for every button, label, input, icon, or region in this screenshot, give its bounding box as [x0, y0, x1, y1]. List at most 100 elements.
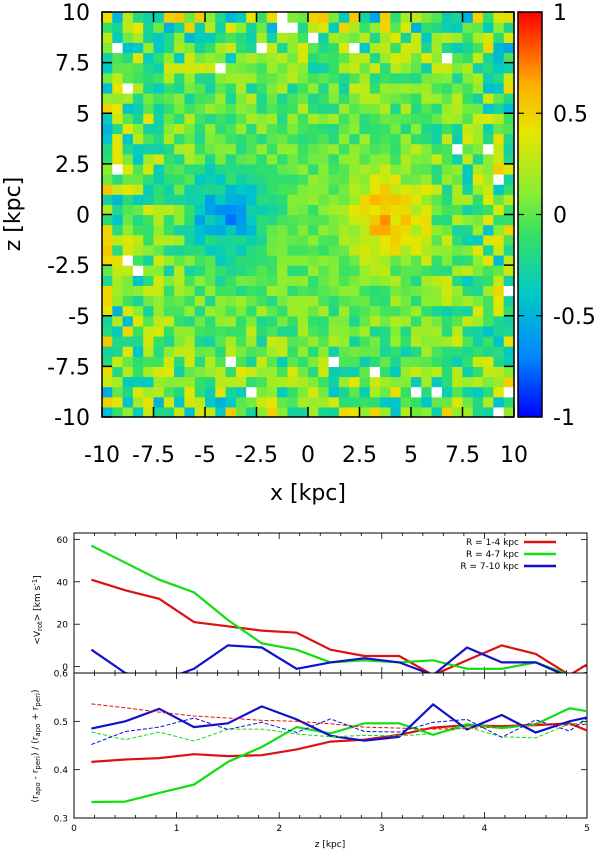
heatmap-cell — [194, 103, 206, 114]
heatmap-cell — [338, 133, 350, 145]
heatmap-cell — [318, 72, 330, 84]
heatmap-cell — [390, 82, 402, 94]
heatmap-cell — [205, 285, 216, 297]
heatmap-cell — [287, 12, 299, 23]
heatmap-cell — [462, 346, 474, 357]
heatmap-cell — [503, 143, 515, 155]
heatmap-cell — [411, 174, 422, 185]
heatmap-cell — [308, 366, 319, 378]
heatmap-cell — [441, 356, 453, 367]
heatmap-cell — [318, 346, 330, 357]
heatmap-cell — [328, 123, 340, 135]
heatmap-cell — [411, 396, 422, 408]
heatmap-cell — [235, 255, 247, 266]
heatmap-cell — [472, 396, 484, 408]
heatmap-cell — [287, 32, 299, 43]
heatmap-cell — [287, 265, 299, 276]
heatmap-cell — [349, 295, 361, 307]
heatmap-cell — [184, 143, 196, 155]
heatmap-cell — [235, 163, 247, 175]
heatmap-cell — [380, 376, 391, 388]
heatmap-cell — [143, 143, 155, 155]
heatmap-cell — [483, 305, 494, 317]
heatmap-cell — [153, 275, 165, 286]
heatmap-cell — [277, 224, 288, 236]
heatmap-cell — [472, 234, 484, 246]
heatmap-cell — [493, 244, 505, 256]
heatmap-cell — [112, 406, 124, 418]
heatmap-cell — [328, 366, 340, 378]
heatmap-cell — [421, 255, 433, 266]
heatmap-cell — [338, 52, 350, 64]
heatmap-cell — [163, 12, 175, 23]
heatmap-cell — [421, 12, 433, 23]
heatmap-cell — [174, 204, 185, 216]
heatmap-cell — [411, 204, 422, 216]
heatmap-cell — [102, 82, 113, 94]
heatmap-y-tick-label: 2.5 — [55, 153, 90, 178]
heatmap-cell — [215, 234, 227, 246]
heatmap-cell — [205, 184, 216, 195]
heatmap-cell — [503, 346, 515, 357]
heatmap-cell — [235, 396, 247, 408]
heatmap-cell — [277, 406, 288, 418]
heatmap-cell — [400, 356, 412, 367]
heatmap-cell — [411, 194, 422, 205]
heatmap-cell — [359, 143, 371, 155]
heatmap-cell — [411, 153, 422, 165]
heatmap-cell — [472, 52, 484, 64]
heatmap-cell — [369, 163, 381, 175]
heatmap-cell — [297, 305, 309, 317]
heatmap-cell — [349, 12, 361, 23]
heatmap-cell — [112, 143, 124, 155]
heatmap-cell — [390, 163, 402, 175]
ecc-x-tick-label: 5 — [584, 824, 590, 834]
heatmap-cell — [359, 386, 371, 398]
ecc-frame — [73, 672, 588, 819]
heatmap-x-tick-label: -10 — [84, 443, 120, 468]
heatmap-cell — [132, 103, 144, 114]
heatmap-cell — [174, 356, 185, 367]
heatmap-cell — [163, 123, 175, 135]
heatmap-cell — [349, 386, 361, 398]
heatmap-cell — [215, 22, 227, 33]
heatmap-cell — [287, 52, 299, 64]
heatmap-cell — [318, 62, 330, 74]
vrot-y-tick-label: 40 — [57, 578, 69, 588]
heatmap-cell — [503, 224, 515, 236]
heatmap-cell — [256, 244, 268, 256]
heatmap-cell — [411, 285, 422, 297]
heatmap-cell — [349, 163, 361, 175]
heatmap-x-tick-label: 10 — [500, 443, 528, 468]
heatmap-cell — [256, 163, 268, 175]
heatmap-cell — [112, 93, 124, 104]
heatmap-cell — [338, 346, 350, 357]
heatmap-cell — [205, 143, 216, 155]
heatmap-cell — [174, 113, 185, 124]
heatmap-cell — [112, 356, 124, 367]
heatmap-cell — [112, 62, 124, 74]
heatmap-cell — [472, 82, 484, 94]
colorbar-tick-label: 1 — [553, 1, 567, 26]
heatmap-cell — [266, 255, 278, 266]
heatmap-cell — [308, 123, 319, 135]
heatmap-cell — [235, 336, 247, 347]
heatmap-cell — [390, 194, 402, 205]
heatmap-cell — [266, 356, 278, 367]
heatmap-cell — [338, 285, 350, 297]
heatmap-cell — [112, 163, 124, 175]
heatmap-cell — [359, 163, 371, 175]
heatmap-cell — [163, 356, 175, 367]
heatmap-cell — [472, 325, 484, 337]
heatmap-cell — [431, 93, 443, 104]
heatmap-cell — [215, 366, 227, 378]
heatmap-cell — [483, 12, 494, 23]
heatmap-cell — [411, 113, 422, 124]
heatmap-cell — [132, 153, 144, 165]
heatmap-cell — [483, 406, 494, 418]
heatmap-cell — [102, 214, 113, 226]
heatmap-cell — [441, 285, 453, 297]
heatmap-cell — [277, 336, 288, 347]
heatmap-cell — [493, 214, 505, 226]
heatmap-cell — [153, 224, 165, 236]
